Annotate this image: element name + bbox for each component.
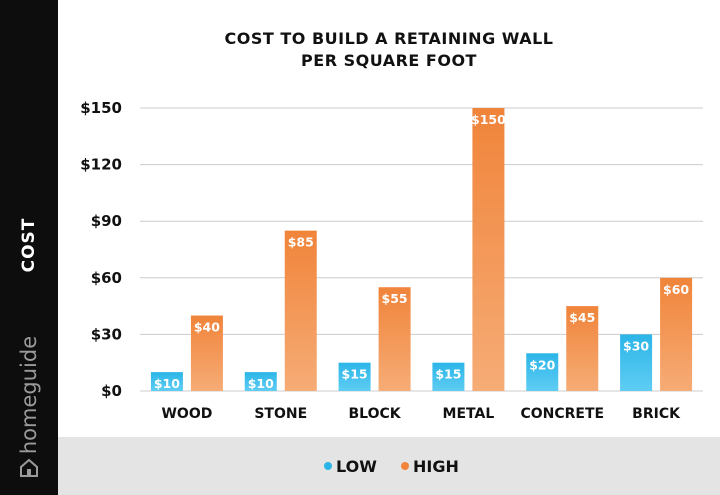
bar-high-block [378,287,411,391]
bar-low-metal [432,362,465,391]
data-label: $55 [382,291,408,306]
x-tick-label: METAL [443,406,495,422]
legend-marker-high [401,462,409,470]
bar-low-stone [244,372,277,391]
bar-low-brick [620,334,653,391]
y-tick-label: $60 [91,269,122,287]
data-label: $150 [471,112,506,127]
chart-svg: COST TO BUILD A RETAINING WALL PER SQUARE… [80,29,703,476]
bar-low-block [338,362,371,391]
bar-high-metal [472,108,505,391]
data-label: $15 [342,367,368,382]
bar-high-stone [284,230,317,391]
legend-band [58,437,720,495]
bar-high-brick [660,277,693,391]
bar-low-concrete [526,353,559,391]
data-label: $30 [623,338,649,353]
bar-high-concrete [566,306,599,391]
legend-label-low: LOW [336,457,377,476]
data-label: $40 [194,320,220,335]
y-tick-label: $90 [91,212,122,230]
brand-logo-text: homeguide [17,335,41,455]
x-tick-label: WOOD [161,406,212,422]
y-tick-label: $30 [91,325,122,343]
legend-marker-low [324,462,332,470]
data-label: $20 [529,357,555,372]
y-tick-label: $0 [101,382,122,400]
data-label: $10 [248,376,274,391]
data-label: $15 [435,367,461,382]
data-label: $45 [569,310,595,325]
legend-label-high: HIGH [413,457,459,476]
y-axis-label: COST [19,217,39,273]
bar-low-wood [150,372,183,391]
data-label: $60 [663,282,689,297]
y-tick-label: $120 [80,156,122,174]
data-label: $85 [288,235,314,250]
x-tick-label: STONE [254,406,307,422]
home-icon [20,458,38,477]
chart-title-line: PER SQUARE FOOT [301,51,477,70]
x-tick-label: BLOCK [349,406,402,422]
bar-high-wood [190,315,223,391]
chart-title-line: COST TO BUILD A RETAINING WALL [225,29,554,48]
data-label: $10 [154,376,180,391]
x-tick-label: BRICK [632,406,681,422]
sidebar: COST homeguide [0,0,58,495]
y-tick-label: $150 [80,99,122,117]
x-tick-label: CONCRETE [520,406,604,422]
